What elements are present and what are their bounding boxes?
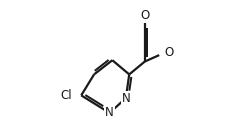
Text: O: O [140, 9, 149, 22]
Text: N: N [121, 92, 130, 105]
Text: O: O [164, 46, 173, 59]
Text: Cl: Cl [60, 89, 72, 102]
Text: N: N [105, 106, 113, 120]
